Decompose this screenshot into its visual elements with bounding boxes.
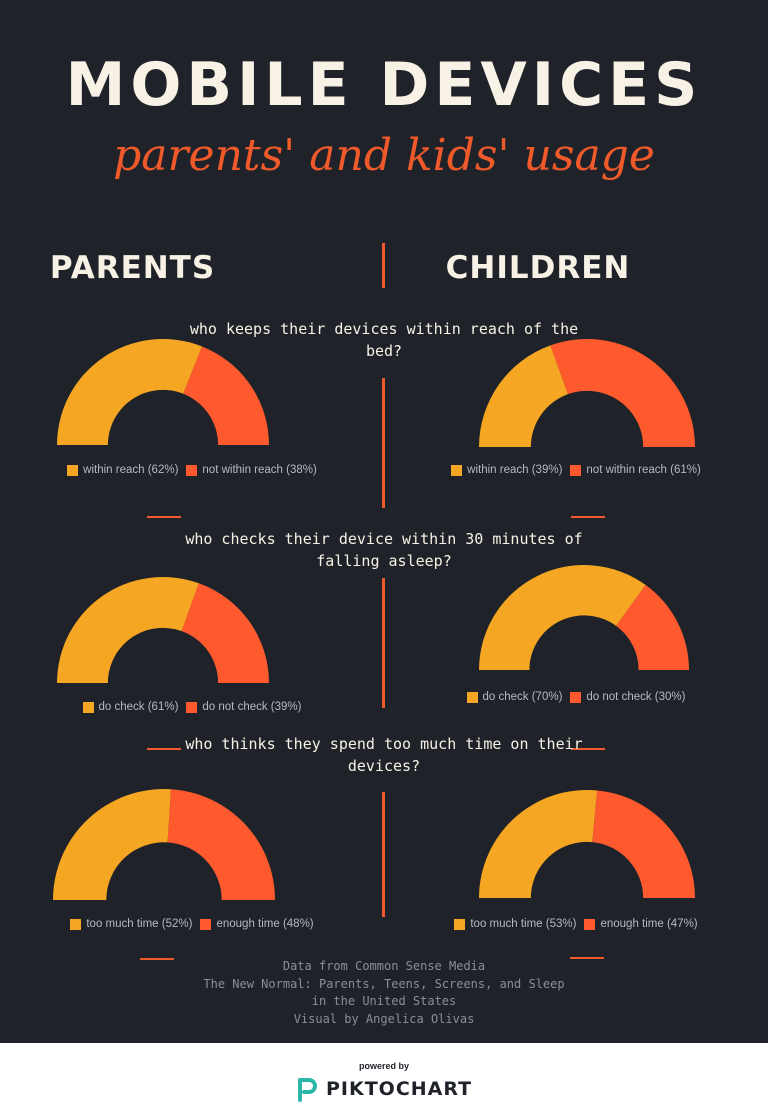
legend-label: too much time (52%) [86, 918, 193, 930]
gauge-slice-secondary [550, 339, 695, 447]
piktochart-logo-icon [298, 1078, 317, 1102]
legend-label: do check (70%) [482, 691, 563, 703]
gauge-chart-parents-reach [57, 339, 269, 445]
gauge-slice-primary [57, 339, 203, 445]
gauge-chart-parents-time [53, 789, 275, 900]
legend-swatch [186, 701, 198, 713]
divider-line [382, 792, 385, 917]
gauge-slice-primary [479, 790, 598, 898]
gauge-chart-parents-check [57, 577, 269, 683]
legend-swatch [451, 464, 463, 476]
credit-line: Visual by Angelica Olivas [293, 1011, 475, 1026]
credit-line: The New Normal: Parents, Teens, Screens,… [203, 976, 565, 991]
section-dash [140, 958, 174, 960]
legend-swatch [200, 918, 212, 930]
question-text: who checks their device within 30 minute… [185, 530, 583, 570]
legend-swatch [454, 918, 466, 930]
legend-label: too much time (53%) [470, 918, 577, 930]
legend-item: not within reach (38%) [186, 464, 317, 476]
divider-line [382, 243, 385, 288]
legend-swatch [186, 464, 198, 476]
gauge-chart-children-time [479, 790, 695, 898]
credit-line: in the United States [311, 994, 457, 1008]
legend-swatch [67, 464, 79, 476]
legend-item: too much time (53%) [454, 918, 576, 930]
question-text: who thinks they spend too much time on t… [185, 735, 583, 775]
footer: powered by PIKTOCHART [0, 1043, 768, 1120]
gauge-slice-primary [479, 345, 568, 447]
section-dash [570, 957, 604, 959]
section-dash [571, 516, 605, 518]
page-title: MOBILE DEVICES [65, 50, 703, 120]
legend-label: enough time (48%) [216, 918, 314, 930]
legend-item: within reach (39%) [451, 464, 562, 476]
legend-label: not within reach (38%) [202, 464, 317, 476]
chart-legend: within reach (62%) not within reach (38%) [0, 462, 384, 478]
legend-label: within reach (39%) [467, 464, 563, 476]
legend-label: do not check (30%) [586, 691, 686, 703]
gauge-chart-children-check [479, 565, 689, 670]
legend-swatch [466, 691, 478, 703]
legend-item: not within reach (61%) [570, 464, 701, 476]
gauge-slice-secondary [592, 790, 695, 898]
legend-swatch [70, 918, 82, 930]
gauge-slice-primary [53, 789, 171, 900]
legend-label: do not check (39%) [202, 701, 302, 713]
chart-legend: within reach (39%) not within reach (61%) [384, 462, 768, 478]
legend-label: enough time (47%) [600, 918, 698, 930]
section-dash [147, 516, 181, 518]
powered-by-label: powered by [358, 1061, 409, 1071]
gauge-slice-primary [57, 577, 199, 683]
column-heading-children: CHILDREN [445, 250, 631, 286]
legend-item: enough time (48%) [200, 918, 314, 930]
section-dash [147, 748, 181, 750]
chart-legend: too much time (52%) enough time (48%) [0, 916, 384, 932]
gauge-chart-children-reach [479, 339, 695, 447]
gauge-slice-primary [479, 565, 646, 670]
piktochart-link[interactable]: PIKTOCHART [296, 1076, 472, 1102]
legend-label: do check (61%) [98, 701, 179, 713]
legend-label: not within reach (61%) [586, 464, 701, 476]
gauge-slice-secondary [181, 583, 269, 683]
section-dash [571, 748, 605, 750]
legend-label: within reach (62%) [83, 464, 179, 476]
page-subtitle: parents' and kids' usage [113, 130, 655, 181]
infographic-poster: MOBILE DEVICES parents' and kids' usage … [0, 0, 768, 1043]
legend-item: do not check (30%) [570, 691, 686, 703]
divider-line [382, 578, 385, 708]
gauge-slice-secondary [616, 585, 689, 670]
column-heading-parents: PARENTS [49, 250, 216, 286]
chart-legend: do check (70%) do not check (30%) [384, 689, 768, 705]
legend-item: too much time (52%) [70, 918, 192, 930]
gauge-slice-secondary [183, 346, 269, 445]
chart-legend: too much time (53%) enough time (47%) [384, 916, 768, 932]
legend-swatch [584, 918, 596, 930]
credits: Data from Common Sense Media The New Nor… [0, 958, 768, 1028]
question-text: who keeps their devices within reach of … [189, 320, 579, 360]
legend-item: within reach (62%) [67, 464, 178, 476]
legend-item: enough time (47%) [584, 918, 698, 930]
legend-swatch [570, 464, 582, 476]
chart-legend: do check (61%) do not check (39%) [0, 699, 384, 715]
gauge-slice-secondary [167, 789, 275, 900]
legend-item: do check (61%) [82, 701, 179, 713]
legend-swatch [82, 701, 94, 713]
legend-item: do not check (39%) [186, 701, 302, 713]
legend-item: do check (70%) [466, 691, 563, 703]
divider-line [382, 378, 385, 508]
credit-line: Data from Common Sense Media [282, 959, 486, 973]
brand-name: PIKTOCHART [326, 1078, 473, 1100]
legend-swatch [570, 691, 582, 703]
